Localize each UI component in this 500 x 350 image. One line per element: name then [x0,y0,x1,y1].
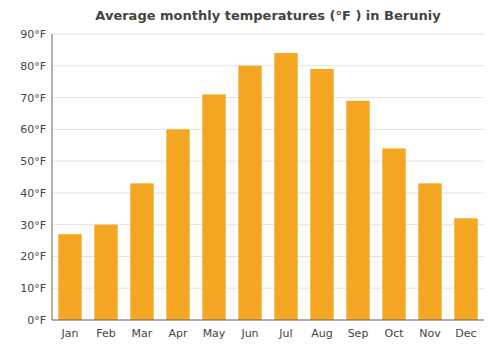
chart-title: Average monthly temperatures (°F ) in Be… [95,8,441,23]
y-tick-label: 90°F [20,28,46,41]
bar [130,183,153,320]
y-tick-label: 70°F [20,92,46,105]
bar [346,101,369,320]
y-tick-label: 30°F [20,219,46,232]
y-tick-label: 20°F [20,250,46,263]
y-tick-label: 80°F [20,60,46,73]
bar [310,69,333,320]
y-axis-line [52,34,53,320]
grid-line [52,320,484,321]
x-tick-label: Oct [384,327,404,340]
chart-container: Average monthly temperatures (°F ) in Be… [0,0,500,350]
y-tick-label: 40°F [20,187,46,200]
grid-line [52,34,484,35]
x-tick-label: Dec [455,327,476,340]
bar [238,66,261,320]
y-tick-label: 10°F [20,282,46,295]
bar [274,53,297,320]
x-tick-label: Sep [348,327,369,340]
y-tick-label: 50°F [20,155,46,168]
x-axis: Jan Feb Mar Apr May Jun Jul Aug Sep Oct Nov Dec [61,327,477,340]
y-tick-label: 60°F [20,123,46,136]
x-tick-label: Nov [419,327,441,340]
bar [418,183,441,320]
x-tick-label: Jun [240,327,258,340]
grid-line [52,161,484,162]
grid-line [52,97,484,98]
x-tick-label: Jul [278,327,292,340]
x-tick-label: Mar [132,327,153,340]
x-tick-label: Jan [61,327,79,340]
bar [454,218,477,320]
x-axis-line [52,320,484,321]
x-tick-label: Apr [168,327,188,340]
bar [382,148,405,320]
y-tick-label: 0°F [27,314,46,327]
bars [58,53,477,320]
grid-line [52,65,484,66]
bar [94,225,117,320]
bar [58,234,81,320]
bar [166,129,189,320]
grid-line [52,129,484,130]
grid [52,34,484,320]
x-tick-label: Aug [311,327,332,340]
x-tick-label: May [203,327,226,340]
bar [202,94,225,320]
x-tick-label: Feb [96,327,115,340]
chart-svg: Average monthly temperatures (°F ) in Be… [0,0,500,350]
y-axis: 0°F 10°F 20°F 30°F 40°F 50°F 60°F 70°F 80°F 90°F [20,28,46,327]
